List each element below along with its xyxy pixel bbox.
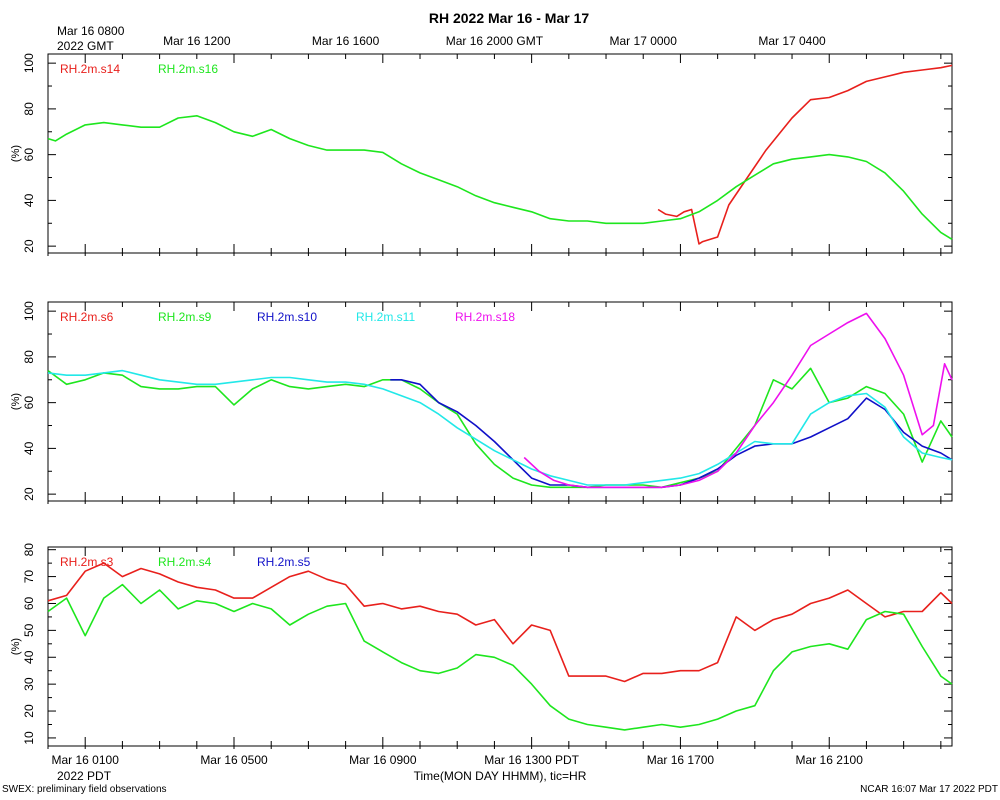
series-line-RH-2m-s3 [47,562,953,683]
legend-RH-2m-s3: RH.2m.s3 [60,555,114,569]
footer-left: SWEX: preliminary field observations [2,784,167,795]
bottom-axis-label: Mar 16 1300 PDT [484,753,579,767]
legend-RH-2m-s9: RH.2m.s9 [158,310,212,324]
y-tick-label: 60 [22,396,36,410]
series-line-RH-2m-s14 [657,64,953,245]
series-line-RH-2m-s10 [390,379,953,489]
y-tick-label: 100 [22,53,36,73]
y-tick-label: 50 [22,623,36,637]
y-axis-label: (%) [10,393,22,410]
y-tick-label: 80 [22,543,36,557]
panel-frame [47,301,953,502]
bottom-axis-label: Mar 16 0500 [200,753,268,767]
y-tick-label: 30 [22,677,36,691]
panel-2: 20 40 60 80 100 (%) RH.2m.s6 RH.2m.s9 RH.2m.s10 R… [10,301,953,504]
y-tick-label: 20 [22,239,36,253]
legend-RH-2m-s4: RH.2m.s4 [158,555,212,569]
legend-RH-2m-s6: RH.2m.s6 [60,310,114,324]
y-tick-label: 40 [22,441,36,455]
top-axis-label: Mar 16 1200 [163,34,231,48]
y-tick-label: 20 [22,704,36,718]
y-tick-label: 80 [22,102,36,116]
series-line-RH-2m-s9 [47,367,953,489]
top-axis-label: Mar 17 0000 [610,34,678,48]
y-axis-label: (%) [10,638,22,655]
panel-3: 10 20 30 40 50 60 70 80 (%) RH.2m.s3 RH.2m.s4 RH.2m… [10,543,953,749]
series-line-RH-2m-s16 [47,115,953,240]
y-tick-label: 60 [22,596,36,610]
chart-title: RH 2022 Mar 16 - Mar 17 [429,10,590,26]
y-tick-label: 70 [22,570,36,584]
legend-RH-2m-s10: RH.2m.s10 [257,310,317,324]
bottom-axis-title: Time(MON DAY HHMM), tic=HR [414,769,587,783]
y-tick-label: 60 [22,148,36,162]
bottom-axis-label: Mar 16 1700 [647,753,715,767]
legend-RH-2m-s5: RH.2m.s5 [257,555,311,569]
top-axis-label: Mar 16 2000 GMT [446,34,544,48]
legend-RH-2m-s11: RH.2m.s11 [356,310,415,324]
panel-frame [47,53,953,254]
legend-RH-2m-s14: RH.2m.s14 [60,62,120,76]
bottom-axis-label: Mar 16 0100 [52,753,120,767]
top-axis-first-label-line2: 2022 GMT [57,39,114,53]
footer-right: NCAR 16:07 Mar 17 2022 PDT [860,784,998,795]
bottom-axis-label: Mar 16 0900 [349,753,417,767]
top-axis-label: Mar 17 0400 [758,34,826,48]
series-line-RH-2m-s11 [47,369,953,486]
legend-RH-2m-s16: RH.2m.s16 [158,62,218,76]
bottom-axis-year-label: 2022 PDT [57,769,112,783]
y-tick-label: 80 [22,350,36,364]
y-tick-label: 40 [22,650,36,664]
y-tick-label: 20 [22,487,36,501]
y-tick-label: 100 [22,301,36,321]
panel-frame [47,546,953,747]
legend-RH-2m-s18: RH.2m.s18 [455,310,515,324]
y-tick-label: 40 [22,193,36,207]
top-axis-label: Mar 16 1600 [312,34,380,48]
y-tick-label: 10 [22,731,36,745]
chart-panels: 20 40 60 80 100 (%) RH.2m.s14 RH.2m.s16 20 40 60 80… [10,34,953,767]
top-axis-first-label-line1: Mar 16 0800 [57,24,125,38]
series-line-RH-2m-s4 [47,583,953,731]
series-line-RH-2m-s18 [523,312,953,489]
panel-1: 20 40 60 80 100 (%) RH.2m.s14 RH.2m.s16 [10,53,953,256]
y-axis-label: (%) [10,145,22,162]
bottom-axis-label: Mar 16 2100 [796,753,864,767]
